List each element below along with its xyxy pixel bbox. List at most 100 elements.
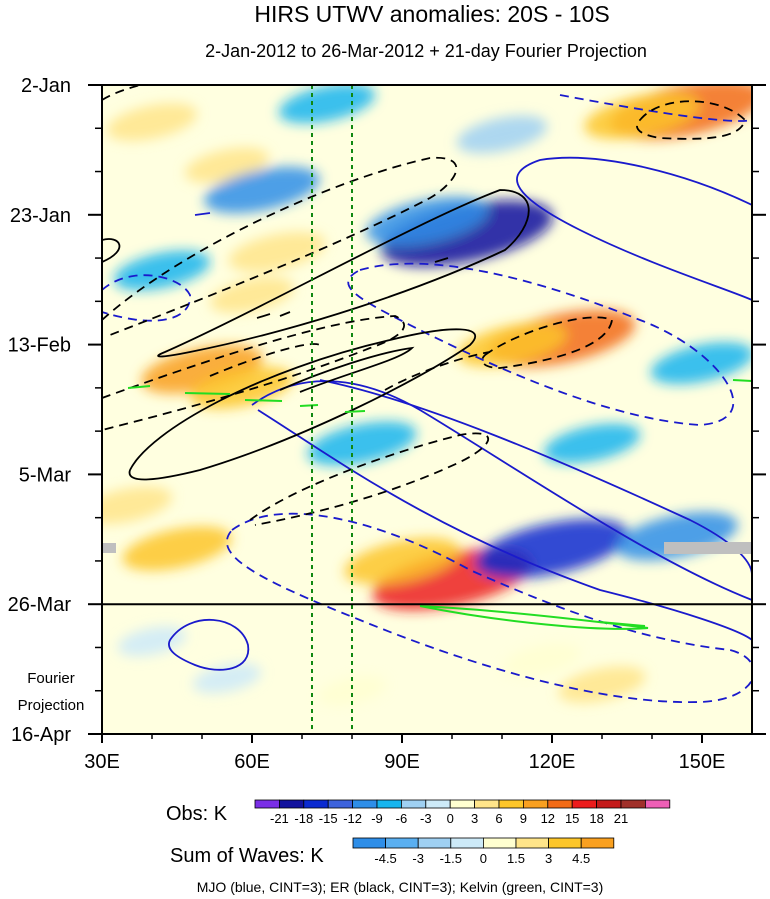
anomaly-blob	[475, 518, 629, 579]
colorbar-swatch	[417, 837, 452, 849]
y-axis: 2-Jan 23-Jan 13-Feb 5-Mar 26-Mar 16-Apr	[8, 75, 766, 746]
chart-title: HIRS UTWV anomalies: 20S - 10S	[254, 1, 609, 27]
colorbar-level-label: -15	[319, 811, 338, 826]
colorbar-swatch	[498, 799, 524, 809]
anomaly-blob	[543, 423, 641, 464]
anomaly-blob	[307, 421, 417, 466]
kelvin-contours	[127, 379, 752, 630]
projection-label-line1: Fourier	[27, 670, 75, 687]
colorbar-level-label: 0	[480, 851, 487, 866]
obs-colorbar: -21 -18 -15 -12 -9 -6 -3 0 3 6 9 12 15 18 21	[254, 799, 671, 826]
waves-colorbar-label: Sum of Waves: K	[170, 845, 324, 867]
colorbar-level-label: -9	[371, 811, 383, 826]
waves-colorbar: -4.5 -3 -1.5 0 1.5 3 4.5	[352, 837, 615, 866]
colorbar-level-label: -21	[270, 811, 289, 826]
colorbar-level-label: -3	[412, 851, 424, 866]
colorbar-swatch	[400, 799, 427, 809]
colorbar-swatch	[571, 799, 598, 809]
colorbar-level-label: -12	[343, 811, 362, 826]
er-contour	[481, 316, 613, 369]
colorbar-swatch	[450, 837, 484, 849]
anomaly-blob	[204, 166, 320, 214]
er-contour	[636, 100, 746, 140]
er-contour	[102, 156, 458, 336]
er-contour	[157, 189, 530, 358]
anomaly-blob	[456, 115, 548, 154]
colorbar-level-label: 15	[565, 811, 579, 826]
chart-subtitle: 2-Jan-2012 to 26-Mar-2012 + 21-day Fouri…	[205, 41, 647, 61]
anomaly-blob	[650, 342, 752, 385]
colorbar-level-label: -4.5	[374, 851, 396, 866]
colorbar-swatch	[548, 837, 582, 849]
x-tick-label: 90E	[384, 751, 420, 773]
colorbar-swatch	[352, 799, 378, 809]
obs-colorbar-label: Obs: K	[166, 803, 228, 825]
colorbar-level-label: -3	[420, 811, 432, 826]
colorbar-level-label: 21	[614, 811, 628, 826]
colorbar-swatch	[523, 799, 549, 809]
anomaly-blob	[558, 666, 646, 703]
kelvin-contour	[599, 621, 646, 627]
er-contour	[256, 257, 449, 319]
mjo-contour	[168, 618, 250, 671]
er-contour	[102, 315, 405, 431]
colorbar-swatch	[278, 799, 305, 809]
colorbar-level-label: 6	[495, 811, 502, 826]
colorbar-swatch	[327, 799, 354, 809]
x-tick-label: 150E	[679, 751, 726, 773]
x-axis: 30E 60E 90E 120E 150E	[84, 734, 725, 773]
kelvin-contour	[244, 399, 283, 402]
mjo-contour	[102, 274, 191, 322]
y-tick-label: 5-Mar	[19, 464, 72, 486]
mjo-contours	[102, 94, 752, 704]
kelvin-contour	[184, 392, 231, 395]
anomaly-blob	[106, 103, 198, 141]
colorbar-level-label: -1.5	[440, 851, 462, 866]
anomaly-blob	[192, 663, 262, 694]
anomaly-blob	[122, 526, 232, 571]
mjo-contour	[347, 262, 735, 426]
anomaly-blob	[117, 626, 187, 657]
colorbar-swatch	[547, 799, 573, 809]
colorbar-level-label: 3	[545, 851, 552, 866]
mjo-contour	[559, 94, 752, 122]
colorbar-swatch	[425, 799, 451, 809]
missing-data-patch	[102, 543, 116, 553]
anomaly-blob	[210, 277, 294, 313]
anomaly-blob	[228, 232, 326, 272]
er-contour	[102, 238, 121, 263]
anomaly-blob	[317, 675, 387, 706]
colorbar-swatch	[352, 837, 386, 849]
colorbar-swatch	[376, 799, 402, 809]
x-tick-label: 30E	[84, 751, 120, 773]
mjo-contour	[194, 212, 211, 216]
er-contours	[102, 85, 746, 526]
colorbar-level-label: -6	[396, 811, 408, 826]
colorbar-level-label: 0	[447, 811, 454, 826]
colorbar-swatch	[482, 837, 517, 849]
y-tick-label: 2-Jan	[21, 75, 71, 97]
anomaly-blob	[503, 643, 581, 677]
er-contour	[279, 346, 415, 393]
colorbar-level-label: 4.5	[572, 851, 590, 866]
er-contour	[128, 328, 477, 481]
colorbar-level-label: 9	[520, 811, 527, 826]
colorbar-swatch	[474, 799, 500, 809]
y-tick-label: 23-Jan	[10, 205, 71, 227]
anomaly-blob	[344, 537, 460, 585]
kelvin-contour	[127, 385, 151, 389]
anomaly-blob	[102, 486, 173, 525]
x-tick-label: 120E	[529, 751, 576, 773]
legend-note: MJO (blue, CINT=3); ER (black, CINT=3); …	[197, 879, 604, 895]
colorbar-level-label: 1.5	[507, 851, 525, 866]
y-tick-label: 13-Feb	[8, 335, 71, 357]
anomaly-blob	[190, 366, 294, 409]
colorbar-swatch	[580, 837, 615, 849]
mjo-contour	[226, 512, 752, 704]
x-tick-label: 60E	[234, 751, 270, 773]
plot-frame	[101, 84, 753, 735]
er-contour	[249, 432, 490, 526]
colorbar-level-label: -18	[294, 811, 313, 826]
kelvin-contour	[732, 379, 752, 382]
